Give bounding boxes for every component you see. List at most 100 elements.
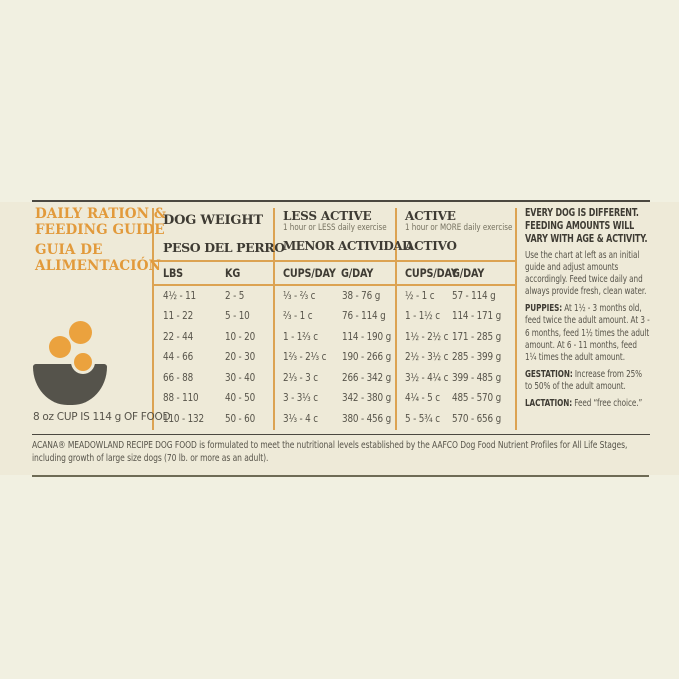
divider-left-panel (152, 208, 154, 430)
less-active-heading: LESS ACTIVE (283, 209, 372, 223)
info-intro: Use the chart at left as an initial guid… (525, 249, 647, 298)
active-cups: 3½ - 4¼ c (405, 371, 449, 384)
col-lbs: LBS (163, 266, 183, 280)
panel-subtitle-line1: GUIA DE (35, 242, 103, 258)
header-rule-upper (152, 260, 515, 262)
table-row: 11 - 22 5 - 10 ⅔ - 1 c 76 - 114 g 1 - 1½… (152, 306, 515, 327)
lactation-text: Feed “free choice.” (574, 398, 643, 410)
active-grams: 57 - 114 g (452, 289, 496, 302)
kg-value: 5 - 10 (225, 310, 250, 323)
kibble-icon (69, 321, 92, 344)
divider-active (515, 208, 517, 430)
table-row: 88 - 110 40 - 50 3 - 3⅓ c 342 - 380 g 4¼… (152, 388, 515, 409)
kg-value: 2 - 5 (225, 289, 245, 302)
kg-value: 10 - 20 (225, 330, 256, 343)
less-active-grams: 114 - 190 g (342, 330, 392, 343)
panel-title-line1: DAILY RATION & (35, 206, 167, 222)
divider-weight (273, 208, 275, 430)
info-headline-line3: VARY WITH AGE & ACTIVITY. (525, 232, 648, 245)
lactation-label: LACTATION: (525, 398, 573, 410)
less-active-grams: 38 - 76 g (342, 289, 381, 302)
active-cups: 2½ - 3½ c (405, 351, 449, 364)
aafco-statement: ACANA® MEADOWLAND RECIPE DOG FOOD is for… (32, 440, 628, 464)
header-rule-lower (152, 284, 515, 286)
gestation-text: Increase from 25% to 50% of the adult am… (525, 369, 642, 393)
dog-bowl-icon (33, 319, 111, 407)
less-active-cups: 2⅓ - 3 c (283, 371, 318, 384)
active-grams: 570 - 656 g (452, 413, 502, 426)
less-active-cups: ⅓ - ⅔ c (283, 289, 316, 302)
puppies-paragraph: PUPPIES: At 1½ - 3 months old, feed twice… (525, 303, 650, 364)
panel-subtitle-line2: ALIMENTACIÓN (35, 257, 161, 274)
lbs-value: 4½ - 11 (163, 289, 197, 302)
less-active-grams: 342 - 380 g (342, 392, 392, 405)
less-active-cups: 3 - 3⅓ c (283, 392, 318, 405)
less-active-grams: 190 - 266 g (342, 351, 392, 364)
active-heading-es: ACTIVO (405, 239, 457, 253)
puppies-label: PUPPIES: (525, 303, 563, 315)
active-grams: 114 - 171 g (452, 310, 502, 323)
table-row: 110 - 132 50 - 60 3⅓ - 4 c 380 - 456 g 5… (152, 409, 515, 430)
less-active-cups: 3⅓ - 4 c (283, 413, 318, 426)
table-row: 66 - 88 30 - 40 2⅓ - 3 c 266 - 342 g 3½ … (152, 368, 515, 389)
panel-title: DAILY RATION & FEEDING GUIDE (35, 206, 167, 238)
kibble-icon (49, 336, 71, 358)
active-cups: 1½ - 2½ c (405, 330, 449, 343)
gestation-paragraph: GESTATION: Increase from 25% to 50% of th… (525, 369, 650, 394)
less-active-grams: 380 - 456 g (342, 413, 392, 426)
active-grams: 171 - 285 g (452, 330, 502, 343)
kg-value: 20 - 30 (225, 351, 256, 364)
less-active-cups: 1⅔ - 2⅓ c (283, 351, 327, 364)
table-row: 4½ - 11 2 - 5 ⅓ - ⅔ c 38 - 76 g ½ - 1 c … (152, 286, 515, 307)
col-kg: KG (225, 266, 241, 280)
table-row: 22 - 44 10 - 20 1 - 1⅔ c 114 - 190 g 1½ … (152, 327, 515, 348)
less-active-note: 1 hour or LESS daily exercise (283, 223, 387, 233)
info-headline-line2: FEEDING AMOUNTS WILL (525, 219, 635, 232)
divider-less-active (395, 208, 397, 430)
less-active-cups: 1 - 1⅔ c (283, 330, 318, 343)
active-cups: ½ - 1 c (405, 289, 435, 302)
kibble-icon (74, 353, 92, 371)
feeding-guide-band (0, 202, 679, 475)
lbs-value: 11 - 22 (163, 310, 194, 323)
less-active-grams: 266 - 342 g (342, 371, 392, 384)
kg-value: 50 - 60 (225, 413, 256, 426)
less-active-cups: ⅔ - 1 c (283, 310, 313, 323)
active-grams: 399 - 485 g (452, 371, 502, 384)
less-active-heading-es: MENOR ACTIVIDAD (283, 239, 412, 253)
lbs-value: 88 - 110 (163, 392, 199, 405)
dog-weight-heading: DOG WEIGHT (163, 213, 263, 228)
col-cups-day-active: CUPS/DAY (405, 266, 458, 280)
info-headline: EVERY DOG IS DIFFERENT. FEEDING AMOUNTS … (525, 206, 650, 245)
bowl-icon (33, 364, 107, 405)
active-cups: 1 - 1½ c (405, 310, 440, 323)
col-g-day-less: G/DAY (341, 266, 374, 280)
panel-subtitle: GUIA DE ALIMENTACIÓN (35, 242, 161, 274)
active-heading: ACTIVE (405, 209, 456, 223)
active-note: 1 hour or MORE daily exercise (405, 223, 513, 233)
cup-measure-note: 8 oz CUP IS 114 g OF FOOD (33, 411, 171, 423)
less-active-grams: 76 - 114 g (342, 310, 386, 323)
active-grams: 285 - 399 g (452, 351, 502, 364)
dog-weight-heading-es: PESO DEL PERRO (163, 240, 285, 255)
kg-value: 30 - 40 (225, 371, 256, 384)
gestation-label: GESTATION: (525, 369, 573, 381)
table-row: 44 - 66 20 - 30 1⅔ - 2⅓ c 190 - 266 g 2½… (152, 347, 515, 368)
lactation-paragraph: LACTATION: Feed “free choice.” (525, 398, 650, 410)
lbs-value: 22 - 44 (163, 330, 194, 343)
lbs-value: 44 - 66 (163, 351, 194, 364)
top-rule (32, 200, 650, 202)
col-g-day-active: G/DAY (452, 266, 485, 280)
kg-value: 40 - 50 (225, 392, 256, 405)
col-cups-day-less: CUPS/DAY (283, 266, 336, 280)
bottom-rule (32, 475, 649, 478)
active-cups: 4¼ - 5 c (405, 392, 440, 405)
feeding-table-body: 4½ - 11 2 - 5 ⅓ - ⅔ c 38 - 76 g ½ - 1 c … (152, 286, 515, 430)
active-cups: 5 - 5¾ c (405, 413, 440, 426)
lbs-value: 66 - 88 (163, 371, 194, 384)
mid-rule (32, 433, 650, 436)
info-headline-line1: EVERY DOG IS DIFFERENT. (525, 206, 639, 219)
active-grams: 485 - 570 g (452, 392, 502, 405)
lbs-value: 110 - 132 (163, 413, 204, 426)
panel-title-line2: FEEDING GUIDE (35, 221, 165, 238)
